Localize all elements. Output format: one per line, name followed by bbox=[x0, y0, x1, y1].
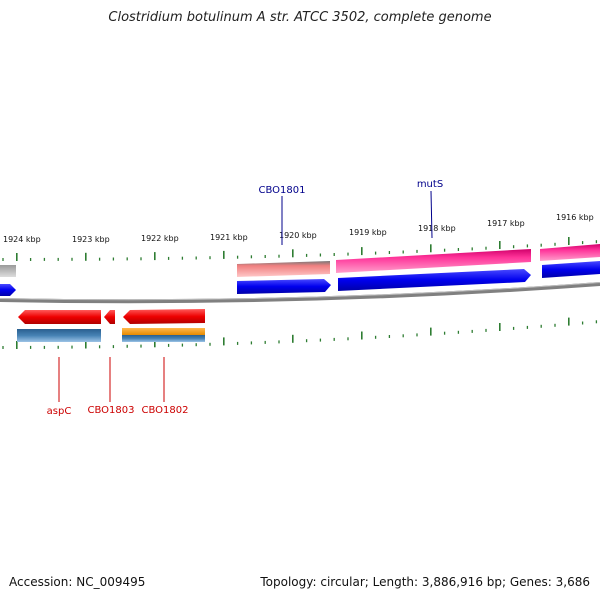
scale-label: 1919 kbp bbox=[349, 228, 387, 237]
inner-track-forward bbox=[0, 261, 600, 296]
gene-labels: CBO1801 mutS aspC CBO1803 CBO1802 bbox=[47, 179, 444, 417]
gene-label-lines bbox=[58, 190, 433, 402]
outer-track-forward bbox=[0, 244, 600, 277]
gene-segment[interactable] bbox=[540, 244, 600, 261]
gene-segment[interactable] bbox=[122, 335, 205, 342]
map-title: Clostridium botulinum A str. ATCC 3502, … bbox=[108, 10, 492, 25]
gene-arrow[interactable] bbox=[338, 269, 531, 291]
gene-label-cbo1802[interactable]: CBO1802 bbox=[142, 405, 189, 416]
genome-summary: Topology: circular; Length: 3,886,916 bp… bbox=[260, 575, 590, 589]
gene-label-cbo1801[interactable]: CBO1801 bbox=[259, 185, 306, 196]
genome-backbone bbox=[0, 282, 600, 304]
gene-arrow[interactable] bbox=[0, 284, 16, 296]
scale-label: 1923 kbp bbox=[72, 235, 110, 244]
gene-arrow[interactable] bbox=[542, 261, 600, 278]
gene-segment[interactable] bbox=[17, 329, 101, 342]
scale-label: 1917 kbp bbox=[487, 219, 525, 228]
genome-backbone-highlight bbox=[0, 282, 600, 301]
gene-label-cbo1803[interactable]: CBO1803 bbox=[88, 405, 135, 416]
gene-arrow[interactable] bbox=[237, 279, 331, 294]
accession-label: Accession: NC_009495 bbox=[9, 575, 146, 589]
gene-label-muts[interactable]: mutS bbox=[417, 179, 443, 190]
gene-segment[interactable] bbox=[0, 265, 16, 277]
scale-label: 1918 kbp bbox=[418, 224, 456, 233]
scale-ticks-bottom bbox=[2, 317, 598, 349]
scale-label: 1920 kbp bbox=[279, 231, 317, 240]
scale-ticks-top bbox=[2, 237, 598, 261]
scale-label: 1921 kbp bbox=[210, 233, 248, 242]
gene-segment[interactable] bbox=[122, 328, 205, 335]
inner-track-reverse bbox=[18, 309, 205, 324]
scale-labels: 1924 kbp 1923 kbp 1922 kbp 1921 kbp 1920… bbox=[3, 213, 594, 244]
scale-label: 1922 kbp bbox=[141, 234, 179, 243]
gene-label-aspc[interactable]: aspC bbox=[47, 406, 72, 417]
gene-arrow[interactable] bbox=[104, 310, 115, 324]
gene-segment[interactable] bbox=[336, 249, 531, 273]
gene-arrow[interactable] bbox=[18, 310, 101, 324]
gene-arrow[interactable] bbox=[123, 309, 205, 324]
scale-label: 1916 kbp bbox=[556, 213, 594, 222]
outer-track-reverse bbox=[17, 328, 205, 342]
gene-segment[interactable] bbox=[237, 261, 330, 277]
scale-label: 1924 kbp bbox=[3, 235, 41, 244]
